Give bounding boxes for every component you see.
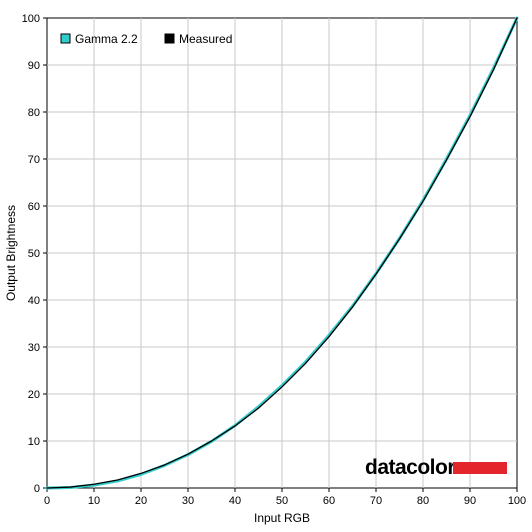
legend-swatch-gamma (60, 33, 71, 44)
y-tick-label: 70 (28, 154, 40, 166)
y-tick-label: 90 (28, 60, 40, 72)
y-tick-label: 80 (28, 107, 40, 119)
y-tick-label: 30 (28, 342, 40, 354)
x-tick-label: 50 (276, 495, 288, 507)
legend-item-gamma: Gamma 2.2 (60, 32, 138, 46)
x-tick-label: 20 (135, 495, 147, 507)
x-tick-label: 100 (508, 495, 526, 507)
tick-labels: 0 10 20 30 40 50 60 70 80 90 100 0 10 20 30 40 50 60 70 80 9… (22, 13, 527, 507)
y-tick-label: 40 (28, 295, 40, 307)
y-tick-label: 0 (34, 483, 40, 495)
legend-label-measured: Measured (179, 32, 232, 46)
x-tick-label: 70 (370, 495, 382, 507)
y-tick-label: 60 (28, 201, 40, 213)
x-tick-label: 0 (44, 495, 50, 507)
x-tick-label: 60 (323, 495, 335, 507)
legend-label-gamma: Gamma 2.2 (75, 32, 138, 46)
y-tick-label: 20 (28, 389, 40, 401)
y-tick-label: 100 (22, 13, 40, 25)
legend-item-measured: Measured (164, 32, 232, 46)
y-axis-title: Output Brightness (4, 205, 18, 301)
series-lines (45, 16, 519, 490)
ticks (43, 17, 518, 492)
x-tick-label: 40 (229, 495, 241, 507)
x-tick-label: 80 (417, 495, 429, 507)
series-line-measured (46, 17, 518, 489)
brand-bar (453, 462, 507, 474)
grid (47, 18, 517, 488)
brand-logo: datacolor (365, 456, 507, 479)
legend: Gamma 2.2 Measured (60, 32, 232, 46)
x-tick-label: 10 (88, 495, 100, 507)
x-tick-label: 30 (182, 495, 194, 507)
y-tick-label: 50 (28, 248, 40, 260)
y-tick-label: 10 (28, 436, 40, 448)
x-tick-label: 90 (464, 495, 476, 507)
legend-swatch-measured (164, 33, 175, 44)
brand-wordmark: datacolor (365, 456, 455, 479)
x-axis-title: Input RGB (254, 511, 310, 525)
